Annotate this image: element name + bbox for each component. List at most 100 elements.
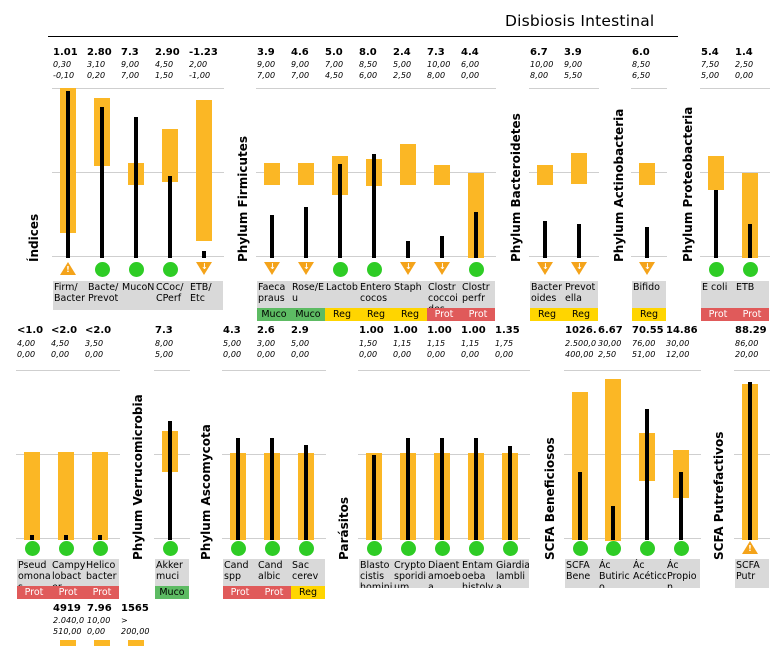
bar-area [358,370,394,540]
value-bar [30,535,34,540]
category-badge: Prot [51,586,85,599]
status-ok-icon [606,541,621,556]
category-badge: Muco [155,586,189,599]
gridline [529,256,565,257]
indicator-value: 2.6 [257,325,275,336]
range-max: 6,00 [461,60,480,69]
range-max: 1,75 [495,339,514,348]
bar-area [53,640,87,646]
reference-range-bar [639,163,655,185]
indicator-value: 5.4 [701,47,719,58]
gridline [597,370,633,371]
reference-range-bar [24,452,40,540]
status-ok-icon [93,541,108,556]
range-max: 7,50 [701,60,720,69]
category-badge: Prot [461,308,495,321]
gridline [564,370,600,371]
bar-area [84,370,120,540]
value-bar [440,438,444,540]
gridline [256,88,292,89]
bar-area [529,88,565,258]
status-ok-icon [743,262,758,277]
status-ok-icon [265,541,280,556]
indicator-label: SCFA Bene [565,559,599,588]
section-heading: SCFA Putrefactivos [712,431,726,560]
range-max: 5,00 [393,60,412,69]
category-badge: Prot [17,586,51,599]
indicator-value: 7.3 [155,325,173,336]
bar-area [16,370,52,540]
range-min: 7,00 [257,71,276,80]
indicator-label: Ác Acético [632,559,666,588]
gridline [358,370,394,371]
indicator-value: 1.00 [359,325,384,336]
gridline [665,538,701,539]
range-min: 12,00 [666,350,690,359]
status-ok-icon [640,541,655,556]
range-min: 0,00 [17,350,36,359]
bar-area [563,88,599,258]
range-max: 1,15 [461,339,480,348]
gridline [86,256,122,257]
range-max: 4,00 [17,339,36,348]
range-min: 8,00 [530,71,549,80]
reference-range-bar [60,640,76,646]
range-min: 7,00 [121,71,140,80]
range-min: 7,00 [291,71,310,80]
category-badge: Prot [85,586,119,599]
indicator-label: MucoN [121,281,155,310]
bar-area [426,370,462,540]
indicator-label: Lactob [325,281,359,310]
range-max: > [121,616,128,625]
status-ok-icon [59,541,74,556]
range-max: 8,00 [155,339,174,348]
indicator-value: 70.55 [632,325,664,336]
bar-area [52,88,88,258]
indicator-label: Ác Propio n [666,559,700,588]
indicator-value: 4.6 [291,47,309,58]
value-bar [98,535,102,540]
value-bar [611,506,615,540]
indicator-label: ETB [735,281,769,310]
page-title: Disbiosis Intestinal [505,12,655,30]
value-bar [543,221,547,258]
indicator-label: Cand spp [223,559,257,588]
bar-area [734,88,770,258]
value-bar [202,251,206,258]
status-ok-icon [674,541,689,556]
status-ok-icon [503,541,518,556]
gridline [52,256,88,257]
indicator-label: Staph [393,281,427,310]
indicator-value: -1.23 [189,47,218,58]
bar-area [460,88,496,258]
range-max: 3,50 [85,339,104,348]
warning-arrow-mark: ↓ [405,262,412,271]
range-min: -0,10 [53,71,75,80]
indicator-value: 1.01 [53,47,78,58]
range-min: 0,00 [85,350,104,359]
gridline [460,370,496,371]
indicator-value: 2.4 [393,47,411,58]
value-bar [748,382,752,540]
indicator-label: Ác Butiric o [598,559,632,588]
status-ok-icon [95,262,110,277]
reference-range-bar [537,165,553,185]
bar-area [426,88,462,258]
bar-area [597,370,633,541]
indicator-value: <2.0 [85,325,112,336]
value-bar [645,227,649,258]
range-min: 400,00 [565,350,594,359]
title-divider [48,36,678,37]
value-bar [406,438,410,540]
bar-area [290,370,326,540]
reference-range-bar [58,452,74,540]
range-max: 0,30 [53,60,72,69]
reference-range-bar [196,100,212,241]
indicator-label: Bacter oides [530,281,564,310]
range-max: 8,50 [359,60,378,69]
warning-down-icon: ↓ [639,262,655,275]
reference-range-bar [400,144,416,185]
category-badge: Reg [564,308,598,321]
indicator-label: Firm/ Bacter [53,281,87,310]
status-ok-icon [469,541,484,556]
